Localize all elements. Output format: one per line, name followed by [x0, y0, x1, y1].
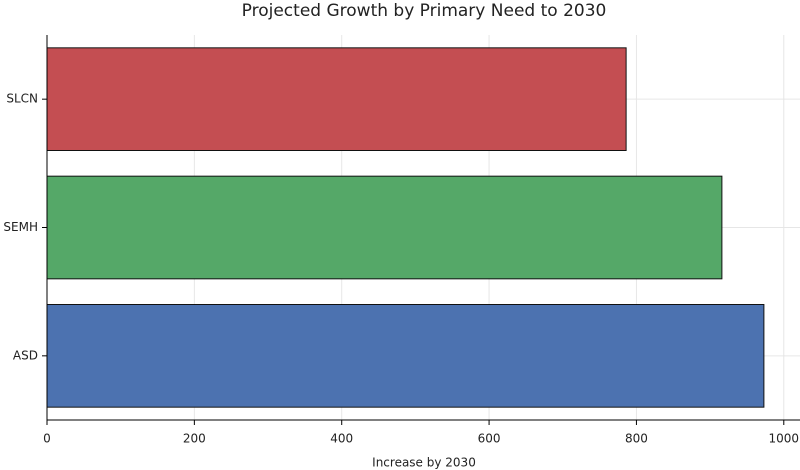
bar — [46, 175, 723, 280]
x-tick-label: 400 — [330, 432, 353, 446]
chart-title: Projected Growth by Primary Need to 2030 — [242, 1, 607, 21]
x-tick-label: 800 — [625, 432, 648, 446]
x-tick-label: 600 — [478, 432, 501, 446]
y-tick-label: SLCN — [6, 92, 38, 106]
bar — [46, 47, 627, 151]
y-tick-label: SEMH — [3, 220, 38, 234]
x-tick-label: 1000 — [769, 432, 800, 446]
x-tick-label: 0 — [43, 432, 51, 446]
bar — [46, 304, 765, 408]
x-tick-label: 200 — [183, 432, 206, 446]
x-axis-label: Increase by 2030 — [372, 456, 476, 470]
y-tick-label: ASD — [13, 348, 38, 362]
